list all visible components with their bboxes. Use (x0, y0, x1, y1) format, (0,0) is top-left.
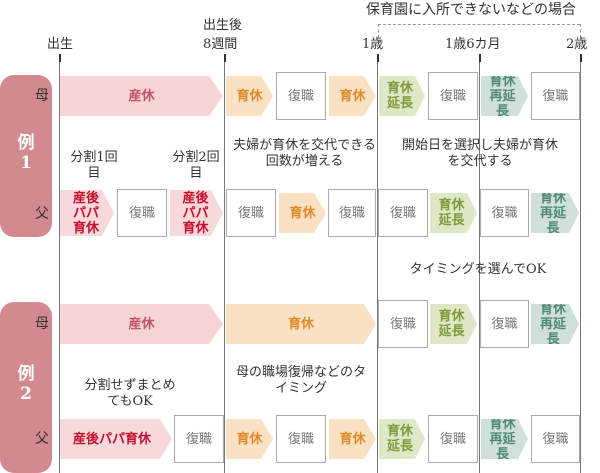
example-2-badge-top: 例 (17, 364, 35, 384)
ex2-father-ikukyu-2: 育休 (329, 419, 376, 459)
ex2-father-extension: 育休延長 (379, 419, 425, 459)
ex2-father-re-extension: 育休再延長 (481, 419, 528, 459)
example-2-badge: 例 2 (0, 302, 52, 473)
ex2-father-fukushoku-2: 復職 (276, 415, 326, 463)
example-1-badge-top: 例 (17, 133, 35, 153)
ex1-father-re-extension: 育休再延長 (531, 193, 579, 233)
one-year-line (377, 54, 378, 473)
one-year-six-months-line (479, 54, 480, 473)
ex2-mother-re-extension: 育休再延長 (531, 304, 579, 344)
ex2-mother-ikukyu: 育休 (226, 304, 376, 344)
ex2-father-fukushoku-1: 復職 (174, 415, 224, 463)
ex1-father-fukushoku-1: 復職 (117, 189, 167, 237)
eight-weeks-label: 8週間 (203, 37, 238, 52)
ex1-mother-extension: 育休延長 (379, 76, 425, 116)
ex1-father-papa-1: 産後パパ育休 (60, 190, 114, 236)
ex2-mother-extension: 育休延長 (430, 304, 477, 344)
ex2-father-ikukyu-1: 育休 (226, 419, 273, 459)
ex1-father-fukushoku-2: 復職 (226, 189, 276, 237)
tick-eight-weeks (224, 54, 226, 62)
ex1-father-label: 父 (35, 206, 49, 222)
ex1-father-fukushoku-5: 復職 (480, 189, 529, 237)
ex1-mother-label: 母 (35, 88, 49, 104)
tick-one-year (377, 54, 379, 62)
ex1-timing-ok-note: タイミングを選んでOK (409, 262, 547, 277)
two-years-label: 2歳 (566, 37, 588, 52)
eight-weeks-line (224, 54, 225, 473)
ex1-mother-fukushoku-1: 復職 (276, 72, 326, 120)
ex1-mother-ikukyu-2: 育休 (329, 76, 376, 116)
ex2-father-fukushoku-3: 復職 (428, 415, 478, 463)
ex1-mother-fukushoku-3: 復職 (531, 72, 580, 120)
ex1-swap-count-note: 夫婦が育休を交代できる回数が増える (233, 138, 376, 169)
birth-line (59, 54, 60, 473)
ex1-mother-ikukyu-1: 育休 (226, 76, 273, 116)
example-1-badge: 例 1 (0, 75, 52, 237)
nursery-bracket-right (580, 24, 581, 38)
ex2-timing-note: 母の職場復帰などのタイミング (235, 365, 366, 396)
ex2-no-split-note: 分割せずまとめてもOK (84, 378, 176, 409)
two-years-line (580, 54, 581, 473)
example-1-badge-bottom: 1 (20, 153, 32, 173)
example-2-badge-bottom: 2 (20, 384, 32, 404)
tick-two-years (580, 54, 582, 62)
ex1-mother-sankyu: 産休 (60, 76, 223, 116)
ex2-mother-sankyu: 産休 (60, 304, 223, 344)
one-year-six-months-label: 1歳6カ月 (445, 37, 501, 52)
ex1-father-extension: 育休延長 (430, 193, 477, 233)
nursery-bracket-line (378, 24, 580, 25)
ex2-father-label: 父 (35, 431, 49, 447)
ex1-split-first-note: 分割1回目 (70, 150, 118, 181)
ex2-father-papa: 産後パパ育休 (60, 419, 172, 459)
ex2-father-fukushoku-4: 復職 (531, 415, 580, 463)
tick-one-year-six-months (479, 54, 481, 62)
nursery-bracket-left (378, 24, 379, 38)
after-birth-label: 出生後 (203, 18, 243, 33)
ex1-father-fukushoku-4: 復職 (378, 189, 428, 237)
ex2-mother-label: 母 (35, 316, 49, 332)
ex1-father-papa-2: 産後パパ育休 (170, 190, 223, 236)
ex1-start-date-note: 開始日を選択し夫婦が育休を交代する (401, 138, 558, 169)
birth-label: 出生 (47, 37, 74, 52)
ex1-mother-fukushoku-2: 復職 (428, 72, 478, 120)
ex1-father-ikukyu: 育休 (279, 193, 326, 233)
tick-birth (59, 54, 61, 62)
nursery-case-label: 保育園に入所できないなどの場合 (362, 3, 580, 17)
one-year-label: 1歳 (362, 37, 384, 52)
ex1-father-fukushoku-3: 復職 (328, 189, 376, 237)
ex2-mother-fukushoku-1: 復職 (378, 300, 428, 348)
ex1-mother-re-extension: 育休再延長 (481, 76, 528, 116)
ex2-mother-fukushoku-2: 復職 (480, 300, 529, 348)
ex1-split-second-note: 分割2回目 (172, 150, 220, 181)
